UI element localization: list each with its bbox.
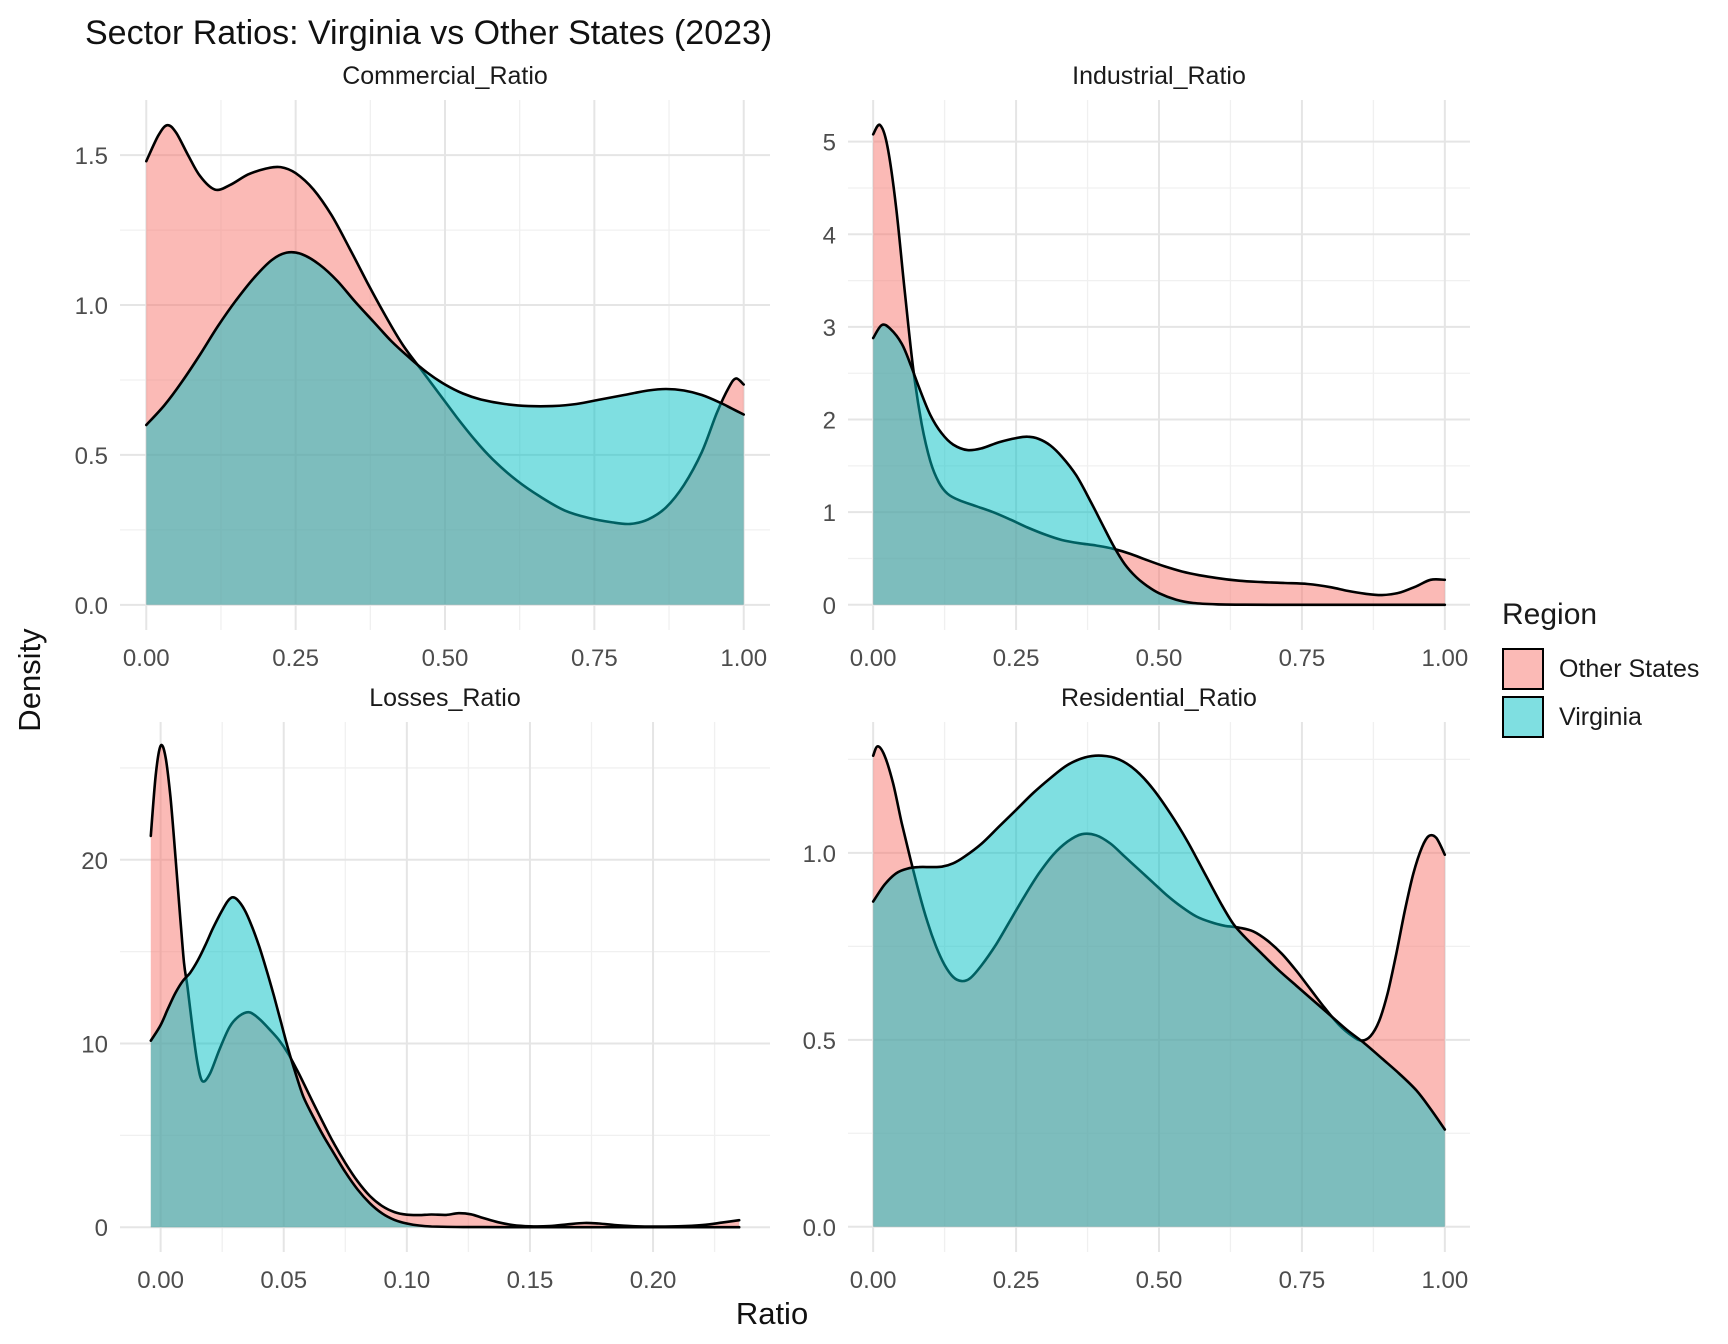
x-tick-label: 0.00: [850, 1267, 897, 1294]
density-curve-virginia: [145, 250, 745, 427]
x-tick-label: 0.00: [123, 645, 170, 672]
x-tick-label: 0.25: [993, 645, 1040, 672]
x-tick-label: 0.25: [272, 645, 319, 672]
y-tick-label: 0.5: [803, 1028, 836, 1055]
facet-grid: Commercial_Ratio 0.0 0.5 1.0 1.5 0.00 0.25 0.50…: [58, 58, 1486, 1302]
y-tick-label: 20: [81, 848, 108, 875]
x-tick-label: 0.75: [1279, 1267, 1326, 1294]
x-tick-label: 1.00: [720, 645, 767, 672]
legend: Region Other States Virginia: [1502, 598, 1699, 744]
y-tick-label: 0: [823, 593, 836, 620]
facet-panel: 0 1 2 3 4 5 0.00 0.25 0.50 0.75 1.00: [823, 100, 1470, 672]
x-tick-label: 0.75: [1279, 645, 1326, 672]
x-axis-title: Ratio: [735, 1296, 809, 1331]
x-tick-label: 0.50: [422, 645, 469, 672]
facet-Industrial_Ratio: Industrial_Ratio 0 1 2 3 4 5 0.00 0.25 0.50 0.75 1.…: [786, 58, 1486, 680]
facet-strip-title: Commercial_Ratio: [342, 62, 548, 90]
y-tick-label: 2: [823, 408, 836, 435]
y-tick-label: 4: [823, 222, 836, 249]
y-tick-label: 1.5: [75, 143, 108, 170]
density-area-virginia: [873, 755, 1445, 1227]
y-tick-label: 0.0: [803, 1215, 836, 1242]
y-tick-label: 1: [823, 500, 836, 527]
x-tick-label: 0.10: [383, 1267, 430, 1294]
y-tick-label: 3: [823, 315, 836, 342]
density-curve-virginia: [871, 323, 1447, 607]
y-tick-label: 1.0: [803, 841, 836, 868]
y-tick-label: 0.0: [75, 593, 108, 620]
legend-item-other-states: Other States: [1502, 648, 1699, 690]
x-tick-label: 1.00: [1421, 645, 1468, 672]
y-tick-label: 0.5: [75, 443, 108, 470]
facet-panel: 0.0 0.5 1.0 0.00 0.25 0.50 0.75 1.00: [803, 722, 1470, 1294]
facet-panel: 0.0 0.5 1.0 1.5 0.00 0.25 0.50 0.75 1.00: [75, 100, 770, 672]
x-tick-label: 0.05: [260, 1267, 307, 1294]
facet-strip-title: Losses_Ratio: [369, 684, 521, 712]
density-curve-virginia: [149, 895, 741, 1229]
x-tick-label: 1.00: [1421, 1267, 1468, 1294]
facet-Commercial_Ratio: Commercial_Ratio 0.0 0.5 1.0 1.5 0.00 0.25 0.50…: [58, 58, 786, 680]
x-tick-label: 0.75: [571, 645, 618, 672]
density-area-virginia: [873, 324, 1445, 605]
chart-title: Sector Ratios: Virginia vs Other States …: [85, 14, 773, 52]
legend-item-virginia: Virginia: [1502, 696, 1699, 738]
legend-label: Virginia: [1559, 702, 1642, 731]
x-tick-label: 0.25: [993, 1267, 1040, 1294]
x-tick-label: 0.20: [630, 1267, 677, 1294]
facet-strip-title: Residential_Ratio: [1061, 684, 1257, 712]
y-tick-label: 5: [823, 130, 836, 157]
density-area-virginia: [146, 252, 744, 605]
facet-Losses_Ratio: Losses_Ratio 0 10 20 0.00 0.05 0.10 0.15 0.20: [58, 680, 786, 1302]
y-tick-label: 0: [95, 1215, 108, 1242]
x-tick-label: 0.00: [850, 645, 897, 672]
x-tick-label: 0.15: [507, 1267, 554, 1294]
x-tick-label: 0.50: [1136, 1267, 1183, 1294]
legend-swatch-virginia: [1502, 696, 1544, 738]
x-tick-label: 0.00: [137, 1267, 184, 1294]
facet-Residential_Ratio: Residential_Ratio 0.0 0.5 1.0 0.00 0.25 0.50 0.…: [786, 680, 1486, 1302]
y-tick-label: 10: [81, 1031, 108, 1058]
major-gridlines: [848, 100, 1470, 630]
density-curve-virginia: [871, 754, 1447, 1131]
x-tick-label: 0.50: [1136, 645, 1183, 672]
legend-title: Region: [1502, 598, 1598, 631]
density-area-virginia: [150, 897, 740, 1228]
legend-label: Other States: [1559, 654, 1700, 683]
y-axis-title: Density: [12, 628, 47, 732]
facet-strip-title: Industrial_Ratio: [1072, 62, 1246, 90]
legend-items: Other States Virginia: [1502, 648, 1699, 738]
legend-swatch-other-states: [1502, 648, 1544, 690]
y-tick-label: 1.0: [75, 293, 108, 320]
facet-panel: 0 10 20 0.00 0.05 0.10 0.15 0.20: [81, 722, 770, 1294]
